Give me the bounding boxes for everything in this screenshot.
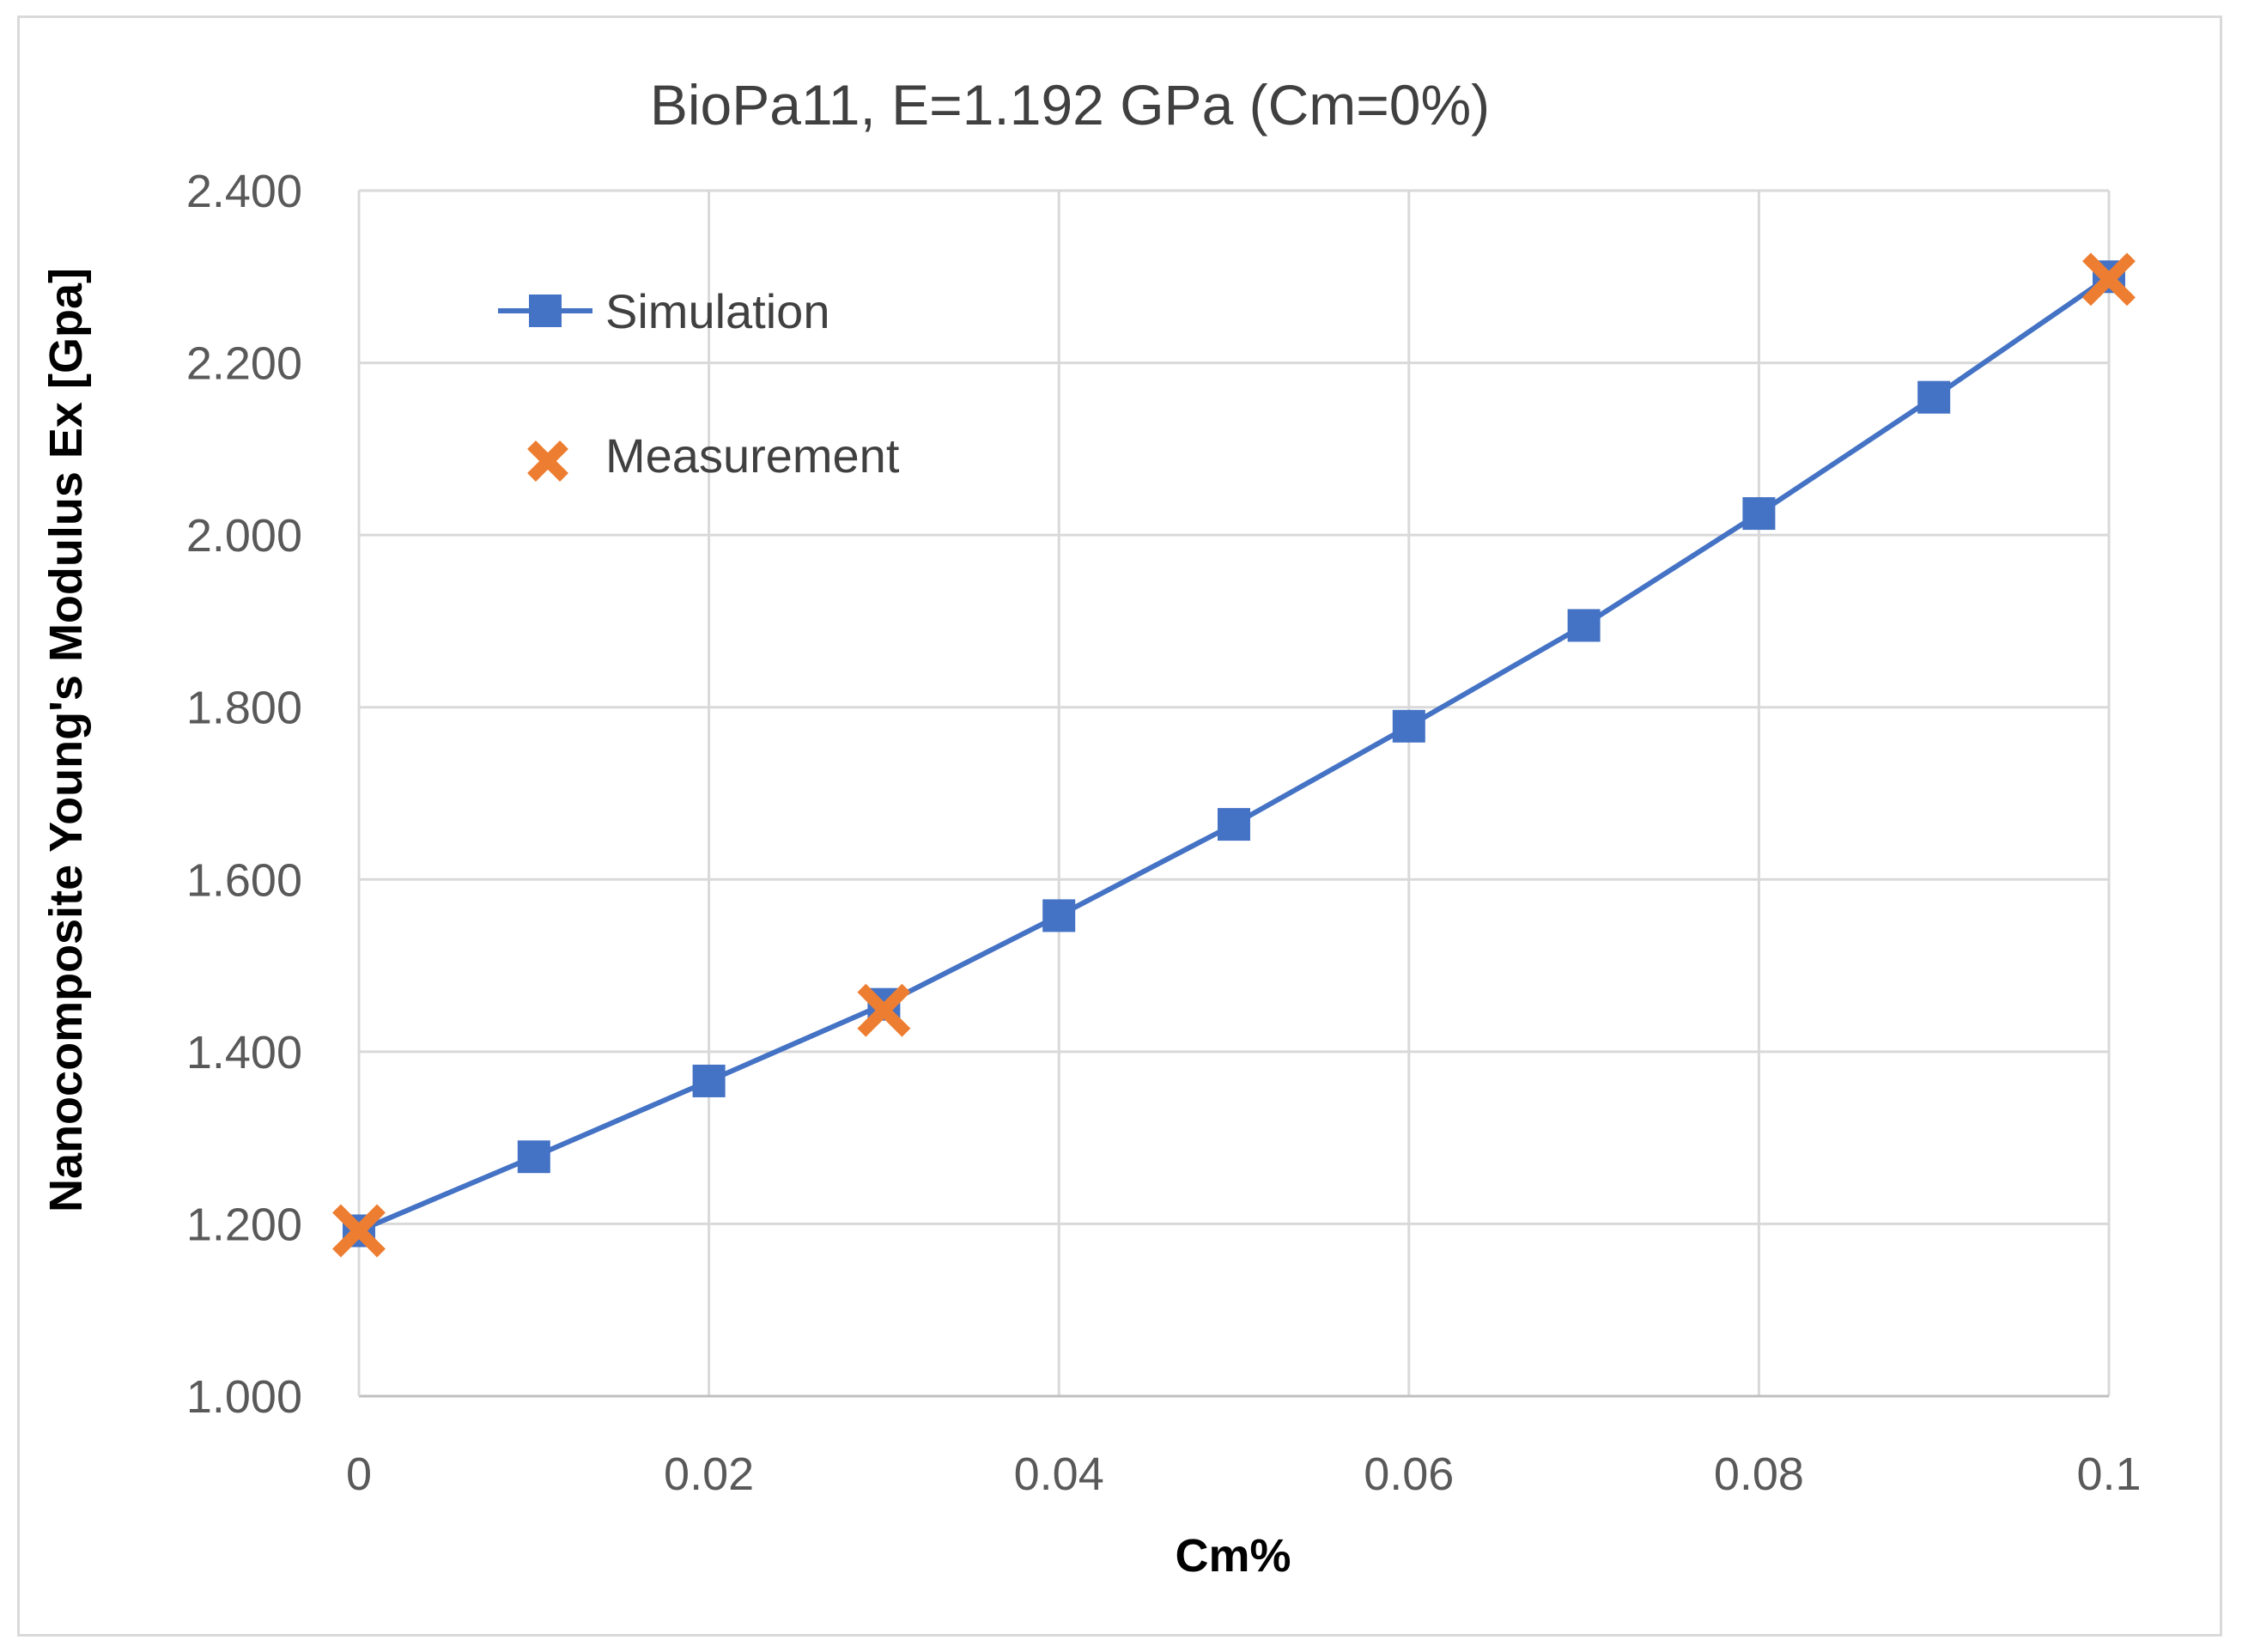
measurement-point bbox=[2082, 252, 2136, 307]
chart-title: BioPa11, E=1.192 GPa (Cm=0%) bbox=[650, 73, 1490, 137]
measurement-stroke bbox=[2082, 252, 2136, 307]
x-tick-label: 0.04 bbox=[1014, 1449, 1104, 1500]
y-tick-label: 1.200 bbox=[186, 1199, 302, 1250]
x-axis-title: Cm% bbox=[1175, 1530, 1291, 1582]
simulation-point bbox=[1218, 808, 1250, 841]
series-layer bbox=[332, 252, 2136, 1258]
simulation-point bbox=[692, 1064, 726, 1097]
x-tick-label: 0.02 bbox=[664, 1449, 754, 1500]
x-tick-label: 0.06 bbox=[1364, 1449, 1454, 1500]
series-simulation bbox=[343, 260, 2125, 1248]
y-tick-label: 2.200 bbox=[186, 338, 302, 390]
x-axis-ticks: 0 0.02 0.04 0.06 0.08 0.1 bbox=[346, 1449, 2142, 1500]
axes bbox=[357, 191, 2109, 1398]
measurement-stroke bbox=[527, 440, 568, 482]
y-axis-title: Nanocomposite Young's Modulus Ex [Gpa] bbox=[40, 268, 92, 1212]
measurement-point bbox=[857, 983, 911, 1037]
legend-measurement-marker bbox=[527, 440, 568, 482]
y-tick-label: 1.600 bbox=[186, 854, 302, 906]
measurement-stroke bbox=[332, 1204, 386, 1258]
series-measurement bbox=[332, 252, 2136, 1258]
measurement-stroke bbox=[857, 983, 911, 1037]
y-tick-label: 1.800 bbox=[186, 683, 302, 734]
simulation-line bbox=[357, 274, 2111, 1234]
legend-simulation-label: Simulation bbox=[605, 284, 829, 338]
x-tick-label: 0.1 bbox=[2076, 1449, 2141, 1500]
y-tick-label: 2.400 bbox=[186, 166, 302, 217]
gridlines bbox=[359, 189, 2111, 1396]
measurement-point bbox=[332, 1204, 386, 1258]
simulation-point bbox=[1392, 709, 1425, 743]
simulation-point bbox=[1742, 497, 1776, 531]
y-tick-label: 1.000 bbox=[186, 1371, 302, 1423]
simulation-point bbox=[1042, 899, 1076, 932]
simulation-point bbox=[1567, 609, 1601, 642]
simulation-point bbox=[517, 1140, 550, 1174]
simulation-point bbox=[1917, 380, 1951, 414]
legend-simulation-marker bbox=[529, 295, 562, 327]
legend-measurement-label: Measurement bbox=[605, 428, 900, 483]
y-axis-ticks: 1.000 1.200 1.400 1.600 1.800 2.000 2.200 2.400 bbox=[186, 166, 302, 1423]
y-tick-label: 1.400 bbox=[186, 1027, 302, 1078]
legend: Simulation Measurement bbox=[498, 284, 900, 483]
x-tick-label: 0.08 bbox=[1714, 1449, 1804, 1500]
y-tick-label: 2.000 bbox=[186, 510, 302, 562]
chart-frame bbox=[17, 15, 2222, 1637]
x-tick-label: 0 bbox=[346, 1449, 372, 1500]
